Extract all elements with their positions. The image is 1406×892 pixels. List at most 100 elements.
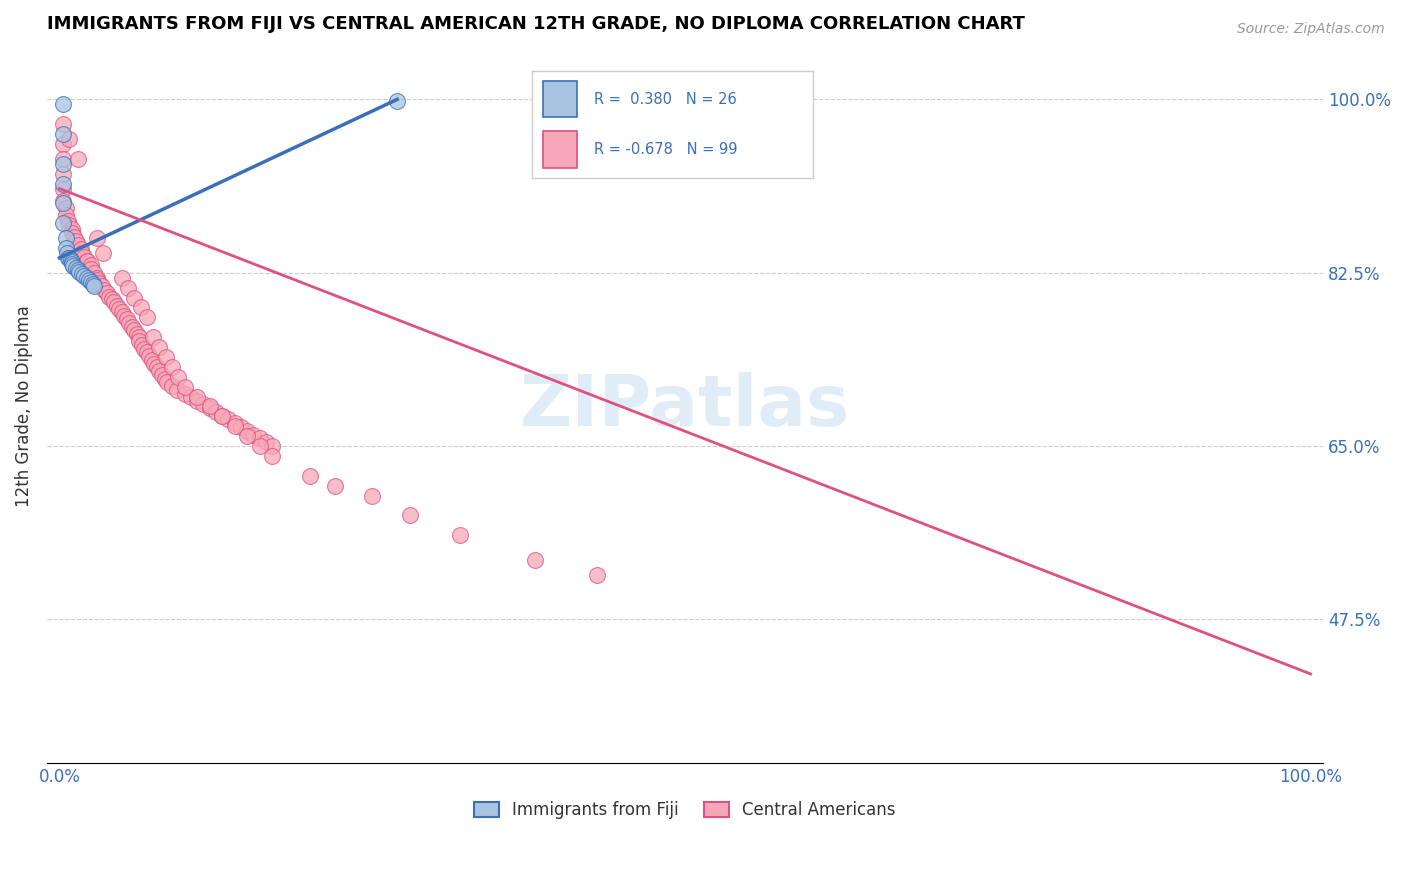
Point (249, 431, 271, 445)
Point (105, 300, 128, 314)
Point (89, 276, 111, 290)
Point (249, 439, 271, 453)
Point (117, 280, 139, 294)
Point (52, 117, 75, 131)
Point (86, 231, 108, 245)
Point (76, 270, 98, 285)
Y-axis label: 12th Grade, No Diploma: 12th Grade, No Diploma (15, 306, 32, 508)
Point (60, 257, 83, 271)
Point (65, 234, 87, 248)
Point (52, 152, 75, 166)
Point (136, 310, 159, 325)
Point (180, 390, 202, 404)
Point (76, 253, 98, 268)
Point (146, 359, 169, 374)
Point (52, 216, 75, 230)
Point (52, 97, 75, 112)
Point (52, 177, 75, 191)
Text: Source: ZipAtlas.com: Source: ZipAtlas.com (1237, 22, 1385, 37)
Point (124, 291, 146, 305)
Point (86, 273, 108, 287)
Point (111, 305, 134, 319)
Point (65, 260, 87, 275)
Point (224, 417, 246, 431)
Point (211, 409, 233, 424)
Point (52, 181, 75, 195)
Point (449, 528, 471, 542)
Point (103, 295, 125, 310)
Point (79, 273, 101, 287)
Point (224, 419, 246, 434)
Point (523, 553, 546, 567)
Point (242, 428, 264, 442)
Point (58, 251, 80, 265)
Point (98, 289, 121, 303)
Point (52, 196, 75, 211)
Point (204, 405, 226, 419)
Point (387, 95, 409, 109)
Point (129, 301, 152, 315)
Point (141, 352, 163, 367)
Point (298, 468, 321, 483)
Point (323, 479, 346, 493)
Point (115, 312, 138, 326)
Point (211, 409, 233, 424)
Point (56, 214, 79, 228)
Point (361, 489, 384, 503)
Point (101, 293, 124, 307)
Point (93, 283, 115, 297)
Point (73, 268, 96, 283)
Point (52, 127, 75, 141)
Point (56, 251, 79, 265)
Point (79, 275, 101, 289)
Point (55, 241, 77, 255)
Point (193, 397, 215, 411)
Point (60, 255, 83, 269)
Point (198, 401, 221, 416)
Point (131, 338, 153, 352)
Point (155, 350, 177, 364)
Point (58, 218, 80, 232)
Point (160, 359, 183, 374)
Point (79, 258, 101, 272)
Point (58, 132, 80, 146)
Point (136, 345, 159, 359)
Point (198, 400, 221, 414)
Point (128, 334, 150, 348)
Point (70, 267, 93, 281)
Point (118, 316, 141, 330)
Point (156, 375, 179, 389)
Point (62, 259, 84, 273)
Point (63, 230, 86, 244)
Point (121, 320, 143, 334)
Point (254, 435, 277, 450)
Point (91, 278, 114, 293)
Point (167, 369, 190, 384)
Point (73, 250, 96, 264)
Point (229, 420, 252, 434)
Point (586, 568, 609, 582)
Point (67, 265, 90, 279)
Point (67, 262, 90, 277)
Point (148, 340, 170, 354)
Point (186, 393, 208, 408)
Point (56, 246, 79, 260)
Point (125, 327, 148, 342)
Point (76, 253, 98, 268)
Text: ZIPatlas: ZIPatlas (520, 372, 851, 441)
Point (52, 136, 75, 151)
Point (186, 390, 208, 404)
Point (82, 277, 104, 291)
Point (143, 357, 166, 371)
Point (217, 412, 239, 426)
Point (67, 238, 90, 252)
Point (52, 194, 75, 209)
Point (262, 449, 284, 463)
Text: IMMIGRANTS FROM FIJI VS CENTRAL AMERICAN 12TH GRADE, NO DIPLOMA CORRELATION CHAR: IMMIGRANTS FROM FIJI VS CENTRAL AMERICAN… (46, 15, 1025, 33)
Point (60, 222, 83, 236)
Point (153, 372, 176, 386)
Point (86, 270, 108, 285)
Point (55, 208, 77, 222)
Legend: Immigrants from Fiji, Central Americans: Immigrants from Fiji, Central Americans (467, 795, 903, 826)
Point (70, 246, 93, 260)
